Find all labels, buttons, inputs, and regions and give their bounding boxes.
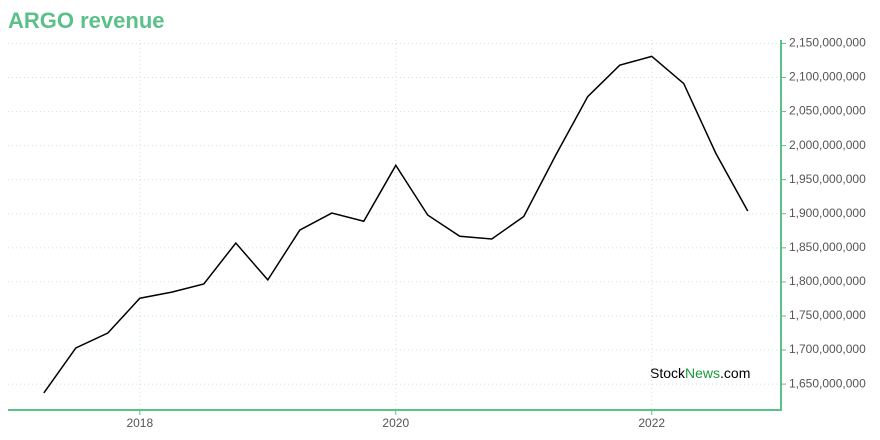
watermark: StockNews.com xyxy=(650,365,750,381)
y-tick-label: 2,150,000,000 xyxy=(789,36,866,50)
y-tick-label: 2,050,000,000 xyxy=(789,104,866,118)
y-tick-label: 1,750,000,000 xyxy=(789,308,866,322)
line xyxy=(43,55,749,394)
y-tick-label: 2,000,000,000 xyxy=(789,138,866,152)
y-tick-label: 2,100,000,000 xyxy=(789,70,866,84)
y-tick-label: 1,650,000,000 xyxy=(789,376,866,390)
x-tick-label: 2018 xyxy=(126,416,153,430)
x-tick-label: 2020 xyxy=(382,416,409,430)
chart-title: ARGO revenue xyxy=(8,8,165,33)
watermark-part: Stock xyxy=(650,365,686,381)
y-tick-label: 1,700,000,000 xyxy=(789,342,866,356)
y-tick-label: 1,850,000,000 xyxy=(789,240,866,254)
x-tick-label: 2022 xyxy=(638,416,665,430)
watermark-part: News xyxy=(685,365,720,381)
y-tick-label: 1,900,000,000 xyxy=(789,206,866,220)
watermark-part: .com xyxy=(720,365,750,381)
y-tick-label: 1,950,000,000 xyxy=(789,172,866,186)
y-tick-label: 1,800,000,000 xyxy=(789,274,866,288)
